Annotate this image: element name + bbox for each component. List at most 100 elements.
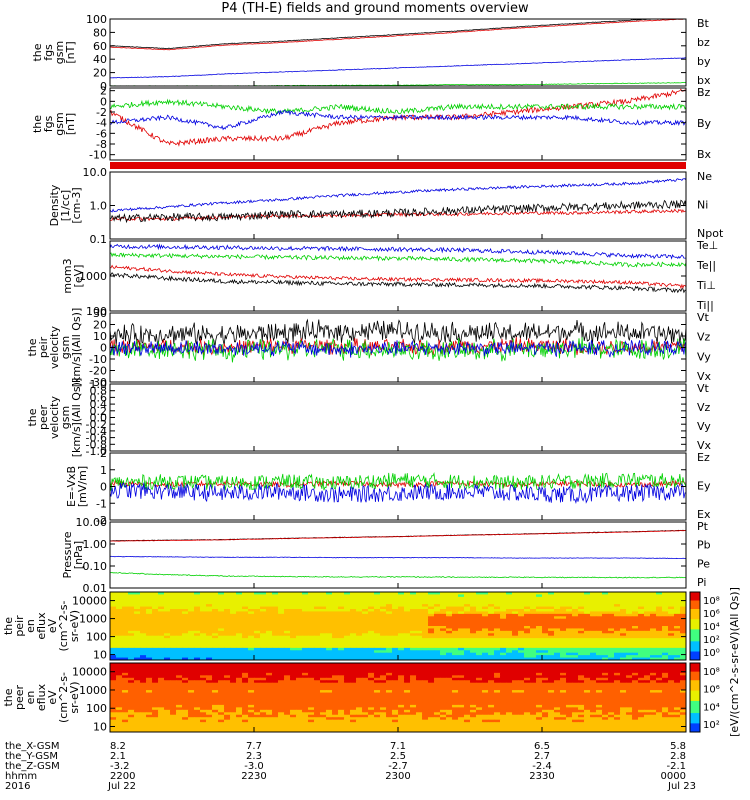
heatmap-cell (314, 675, 321, 679)
heatmap-cell (476, 680, 483, 684)
heatmap-cell (506, 702, 513, 706)
heatmap-cell (374, 621, 381, 625)
heatmap-cell (332, 650, 339, 654)
heatmap-cell (668, 594, 675, 598)
heatmap-cell (638, 652, 645, 656)
heatmap-cell (494, 657, 501, 661)
heatmap-cell (482, 663, 489, 666)
heatmap-cell (278, 599, 285, 603)
heatmap-cell (512, 690, 519, 694)
heatmap-cell (512, 652, 519, 656)
heatmap-cell (260, 626, 267, 629)
heatmap-cell (152, 687, 159, 691)
heatmap-cell (422, 650, 429, 654)
heatmap-cell (326, 695, 333, 698)
heatmap-cell (362, 616, 369, 620)
heatmap-cell (470, 630, 477, 634)
heatmap-cell (374, 657, 381, 661)
heatmap-cell (668, 685, 675, 689)
heatmap-cell (590, 707, 597, 711)
heatmap-cell (326, 635, 333, 639)
heatmap-cell (284, 657, 291, 661)
heatmap-cell (260, 616, 267, 620)
heatmap-cell (158, 623, 165, 627)
heatmap-cell (512, 692, 519, 696)
heatmap-cell (422, 623, 429, 627)
heatmap-cell (122, 606, 129, 610)
heatmap-cell (212, 638, 219, 642)
heatmap-cell (488, 709, 495, 713)
heatmap-cell (296, 697, 303, 701)
heatmap-cell (458, 628, 465, 632)
heatmap-cell (446, 707, 453, 711)
heatmap-cell (488, 704, 495, 708)
heatmap-cell (290, 604, 297, 608)
heatmap-cell (218, 692, 225, 696)
heatmap-cell (620, 606, 627, 610)
heatmap-cell (314, 606, 321, 610)
heatmap-cell (584, 633, 591, 637)
heatmap-cell (632, 640, 639, 644)
heatmap-cell (614, 592, 621, 595)
heatmap-cell (584, 680, 591, 684)
heatmap-cell (254, 592, 261, 595)
heatmap-cell (596, 630, 603, 634)
heatmap-cell (326, 670, 333, 674)
heatmap-cell (332, 635, 339, 639)
heatmap-cell (434, 635, 441, 639)
heatmap-cell (620, 599, 627, 603)
heatmap-cell (290, 690, 297, 694)
heatmap-cell (590, 687, 597, 691)
heatmap-cell (254, 606, 261, 610)
heatmap-cell (146, 709, 153, 713)
heatmap-cell (344, 687, 351, 691)
heatmap-cell (284, 695, 291, 698)
legend-entry: Te⊥ (696, 239, 718, 252)
heatmap-cell (578, 594, 585, 598)
heatmap-cell (548, 609, 555, 612)
heatmap-cell (320, 626, 327, 629)
heatmap-cell (596, 672, 603, 676)
y-axis-label: peer (37, 405, 50, 431)
heatmap-cell (488, 592, 495, 595)
heatmap-cell (248, 685, 255, 689)
heatmap-cell (500, 618, 507, 622)
heatmap-cell (584, 702, 591, 706)
heatmap-cell (392, 672, 399, 676)
heatmap-cell (512, 616, 519, 620)
series-group (110, 178, 686, 224)
heatmap-cell (680, 690, 687, 694)
heatmap-cell (614, 643, 621, 646)
heatmap-cell (446, 702, 453, 706)
heatmap-cell (230, 685, 237, 689)
heatmap-cell (494, 682, 501, 686)
heatmap-cell (512, 675, 519, 679)
heatmap-cell (668, 633, 675, 637)
heatmap-cell (326, 652, 333, 656)
heatmap-cell (272, 604, 279, 608)
heatmap-cell (656, 665, 663, 669)
heatmap-cell (152, 677, 159, 681)
heatmap-cell (476, 647, 483, 651)
heatmap-cell (560, 650, 567, 654)
heatmap-cell (500, 623, 507, 627)
heatmap-cell (110, 606, 117, 610)
heatmap-cell (206, 685, 213, 689)
heatmap-cell (338, 640, 345, 644)
heatmap-cell (530, 628, 537, 632)
heatmap-cell (164, 599, 171, 603)
heatmap-cell (518, 643, 525, 646)
heatmap-cell (356, 606, 363, 610)
heatmap-cell (590, 645, 597, 649)
heatmap-cell (260, 613, 267, 617)
heatmap-cell (326, 677, 333, 681)
heatmap-cell (152, 667, 159, 671)
heatmap-cell (332, 592, 339, 595)
heatmap-cell (662, 643, 669, 646)
heatmap-cell (308, 655, 315, 659)
heatmap-cell (602, 628, 609, 632)
heatmap-cell (458, 643, 465, 646)
heatmap-cell (128, 630, 135, 634)
heatmap-cell (470, 652, 477, 656)
